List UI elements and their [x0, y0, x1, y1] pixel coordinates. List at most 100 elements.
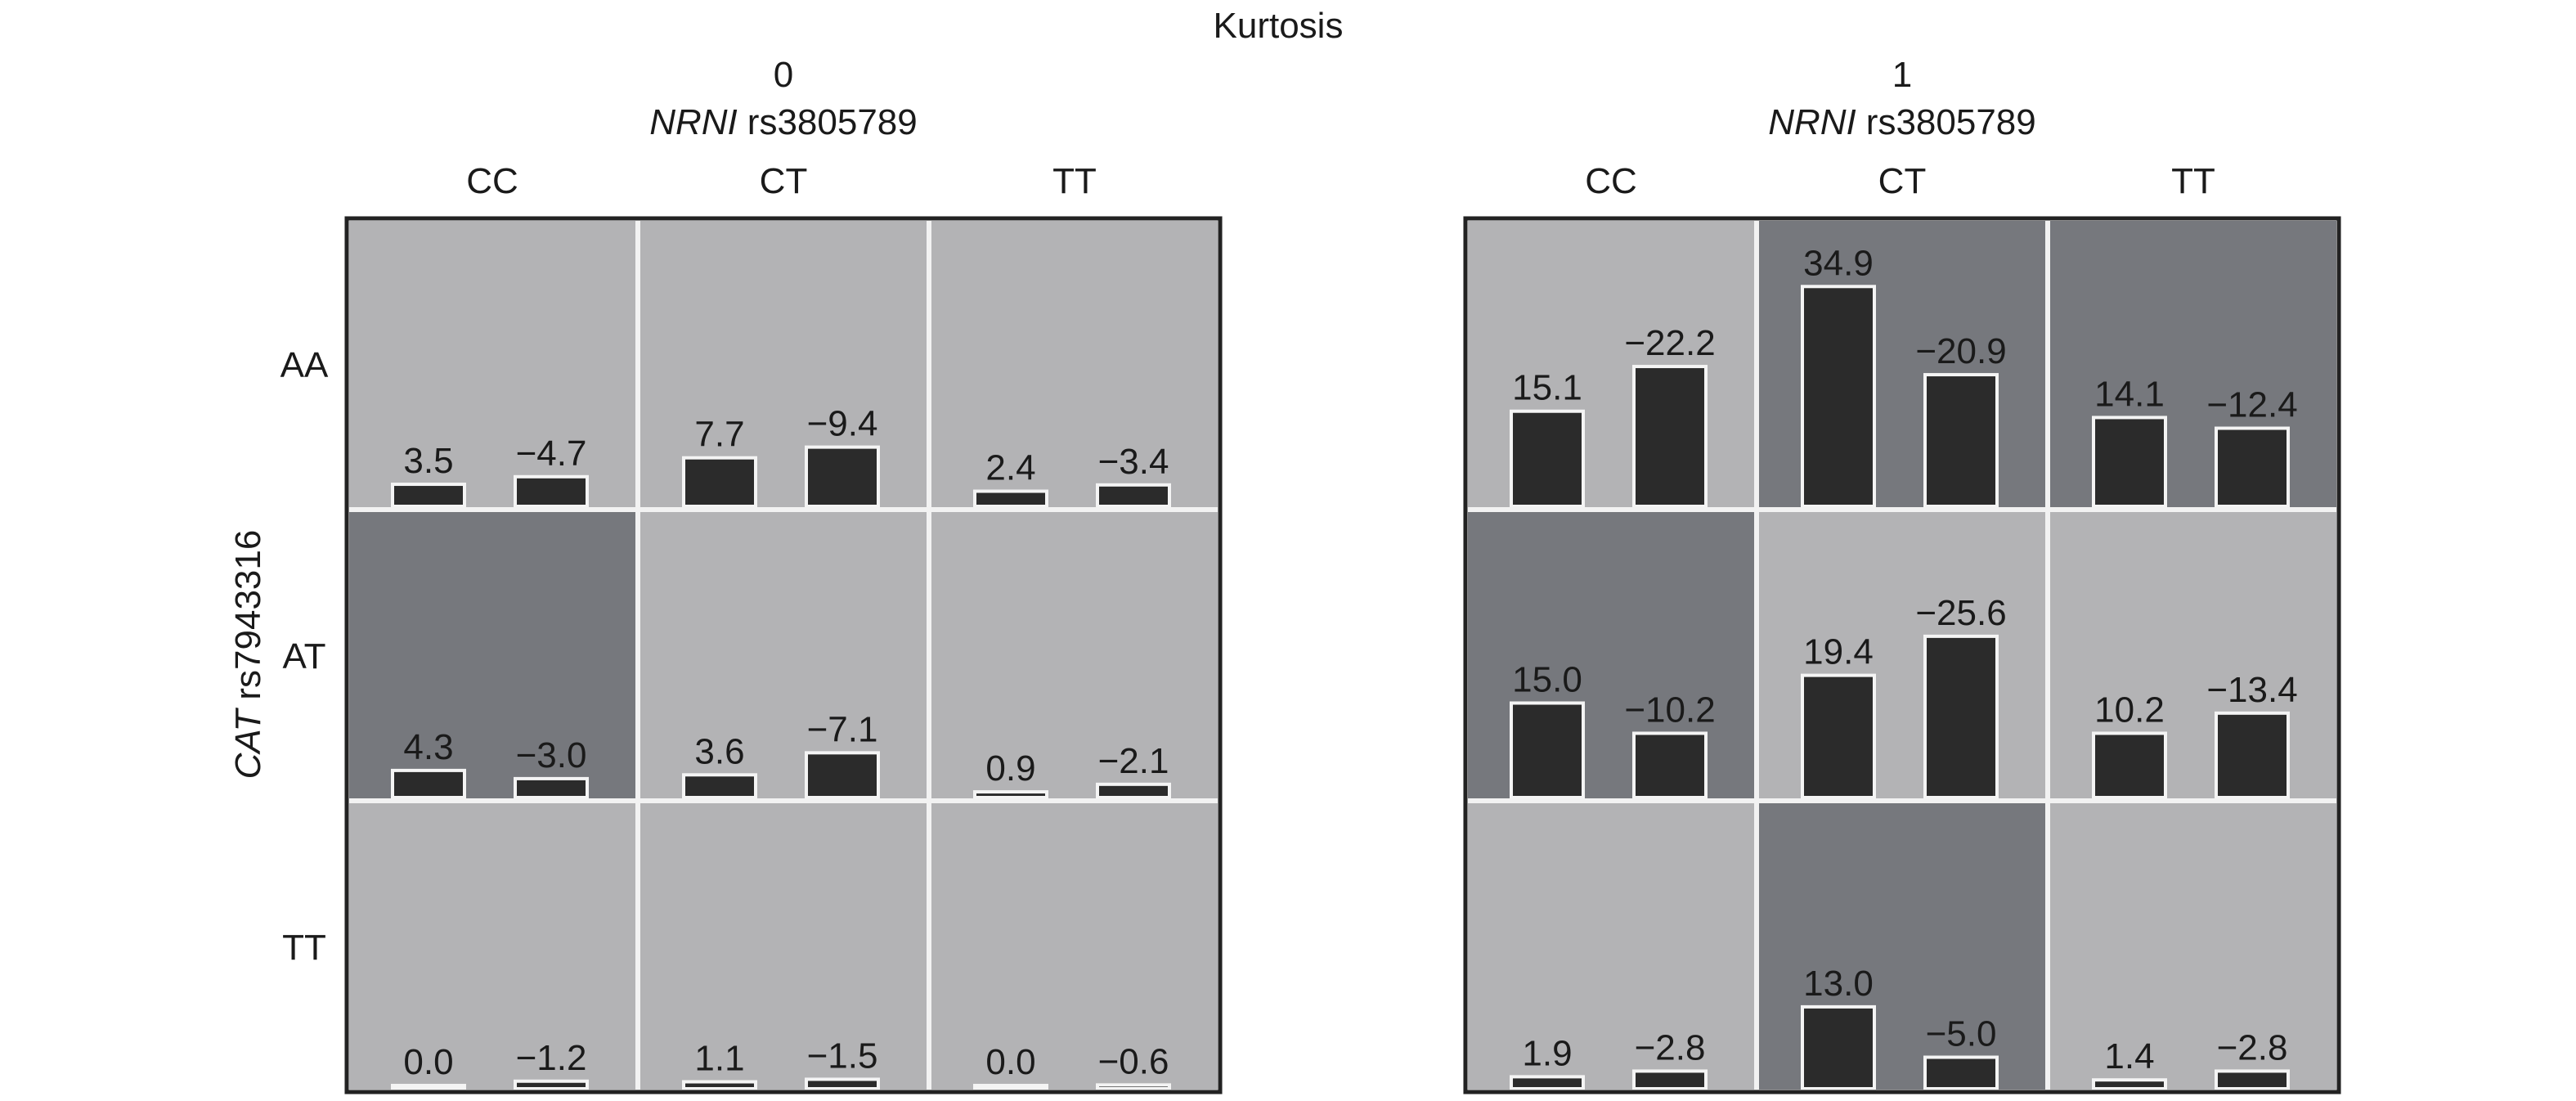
row-header-aa: AA — [280, 345, 329, 385]
bar-value-label: 14.1 — [2094, 374, 2165, 414]
bar-negative — [2215, 1069, 2290, 1090]
cell-at-cc: 15.0 −10.2 — [1463, 507, 1759, 803]
bar-value-label: 0.0 — [985, 1042, 1035, 1082]
bar-value-label: −22.2 — [1624, 323, 1715, 363]
bar-value-label: −9.4 — [807, 404, 878, 444]
cell-background — [344, 216, 640, 512]
bar-value-label: −7.1 — [807, 709, 878, 749]
cell-aa-cc: 3.5 −4.7 — [344, 216, 640, 512]
bar-value-label: −2.8 — [2217, 1027, 2288, 1067]
bar-positive — [1510, 701, 1585, 799]
row-header-tt: TT — [282, 928, 326, 968]
bar-positive — [2092, 1078, 2167, 1090]
chart-title: Kurtosis — [1214, 6, 1344, 46]
bar-negative — [514, 1079, 589, 1091]
bar-positive — [682, 456, 757, 509]
cell-background — [1754, 798, 2050, 1094]
column-header-cc: CC — [1585, 161, 1637, 201]
bar-negative — [1632, 365, 1708, 508]
bar-value-label: 4.3 — [403, 727, 453, 767]
bar-value-label: −12.4 — [2206, 385, 2297, 425]
cell-background — [927, 798, 1223, 1094]
bar-value-label: 15.0 — [1512, 660, 1582, 700]
bar-value-label: −3.4 — [1098, 442, 1169, 482]
bar-positive — [2092, 731, 2167, 800]
cell-background — [927, 507, 1223, 803]
cell-background — [1463, 216, 1759, 512]
cell-aa-cc: 15.1 −22.2 — [1463, 216, 1759, 512]
panel-1: 1 NRNI rs3805789 CC CT TT 15.1 −22.2 34.9 −20.9 14… — [1463, 55, 2341, 1094]
row-factor-label: CAT rs7943316 — [228, 530, 268, 780]
bar-positive — [1510, 1075, 1585, 1090]
column-factor-gene: NRNI — [1768, 102, 1856, 142]
bar-value-label: 7.7 — [694, 415, 744, 455]
row-factor-gene: CAT — [228, 707, 268, 779]
bar-value-label: 2.4 — [985, 448, 1035, 488]
bar-value-label: −2.8 — [1635, 1027, 1706, 1067]
bar-value-label: 19.4 — [1803, 632, 1874, 672]
cell-aa-ct: 7.7 −9.4 — [635, 216, 931, 512]
bar-positive — [391, 1084, 466, 1090]
cell-background — [344, 507, 640, 803]
bar-negative — [2215, 711, 2290, 800]
cell-tt-cc: 1.9 −2.8 — [1463, 798, 1759, 1094]
bar-positive — [2092, 416, 2167, 508]
bar-positive — [973, 790, 1048, 800]
cell-at-tt: 0.9 −2.1 — [927, 507, 1223, 803]
cell-aa-ct: 34.9 −20.9 — [1754, 216, 2050, 512]
bar-value-label: 1.1 — [694, 1039, 744, 1079]
bar-value-label: 3.6 — [694, 731, 744, 771]
bar-positive — [682, 1080, 757, 1091]
cell-background — [635, 216, 931, 512]
bar-negative — [1096, 1083, 1171, 1091]
bar-value-label: −20.9 — [1915, 331, 2006, 371]
bar-negative — [805, 1077, 880, 1090]
cell-tt-tt: 1.4 −2.8 — [2045, 798, 2341, 1094]
bar-negative — [805, 751, 880, 800]
bar-positive — [1801, 1004, 1876, 1091]
bar-value-label: −2.1 — [1098, 741, 1169, 781]
column-factor-label: NRNI rs3805789 — [649, 102, 918, 142]
column-factor-gene: NRNI — [649, 102, 738, 142]
cell-background — [1754, 507, 2050, 803]
bar-value-label: 0.9 — [985, 748, 1035, 789]
row-header-at: AT — [283, 636, 326, 676]
column-factor-snp: rs3805789 — [1866, 102, 2036, 142]
bar-negative — [1923, 634, 1999, 799]
bar-value-label: −1.2 — [516, 1038, 587, 1078]
bar-negative — [514, 474, 589, 508]
column-header-ct: CT — [760, 161, 808, 201]
column-factor-label: NRNI rs3805789 — [1768, 102, 2036, 142]
cell-background — [2045, 216, 2341, 512]
panel-label: 0 — [774, 55, 793, 95]
bar-positive — [973, 1084, 1048, 1090]
panel-0: 0 NRNI rs3805789 CC CT TT AA AT TT 3.5 −4.7 7.7 −9.4… — [280, 55, 1223, 1094]
column-header-tt: TT — [1052, 161, 1097, 201]
bar-positive — [1510, 409, 1585, 509]
cell-aa-tt: 2.4 −3.4 — [927, 216, 1223, 512]
bar-value-label: −25.6 — [1915, 593, 2006, 633]
bar-negative — [1096, 782, 1171, 800]
bar-positive — [682, 773, 757, 800]
cell-tt-ct: 1.1 −1.5 — [635, 798, 931, 1094]
bar-value-label: 1.4 — [2104, 1036, 2154, 1076]
bar-negative — [1096, 483, 1171, 509]
cell-background — [2045, 798, 2341, 1094]
cell-aa-tt: 14.1 −12.4 — [2045, 216, 2341, 512]
cell-background — [1463, 798, 1759, 1094]
cell-tt-ct: 13.0 −5.0 — [1754, 798, 2050, 1094]
cell-background — [635, 507, 931, 803]
cell-at-tt: 10.2 −13.4 — [2045, 507, 2341, 803]
cell-tt-cc: 0.0 −1.2 — [344, 798, 640, 1094]
bar-positive — [1801, 673, 1876, 799]
bar-negative — [1632, 731, 1708, 800]
bar-value-label: −10.2 — [1624, 690, 1715, 730]
cell-at-ct: 3.6 −7.1 — [635, 507, 931, 803]
panel-border — [344, 216, 1223, 1094]
bar-value-label: 0.0 — [403, 1042, 453, 1082]
bar-value-label: 3.5 — [403, 441, 453, 481]
cell-at-ct: 19.4 −25.6 — [1754, 507, 2050, 803]
bar-value-label: 10.2 — [2094, 690, 2165, 730]
row-factor-snp: rs7943316 — [228, 530, 268, 700]
